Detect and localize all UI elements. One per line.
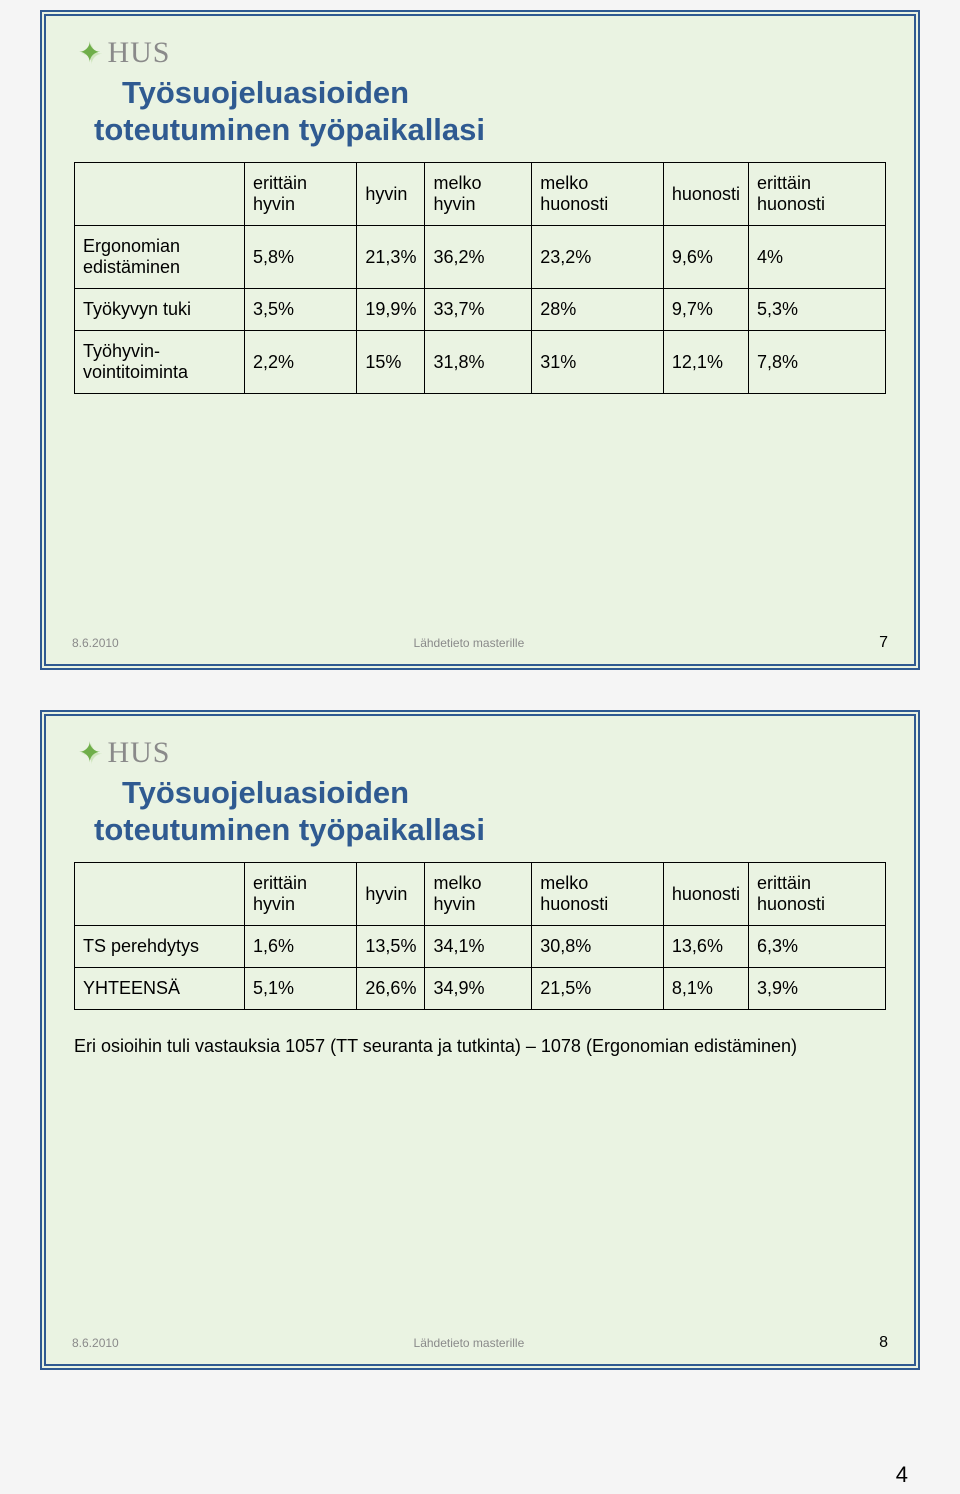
hus-label: HUS bbox=[107, 36, 170, 70]
cell: 9,7% bbox=[663, 289, 748, 331]
cell: 2,2% bbox=[245, 331, 357, 394]
cell: 3,9% bbox=[748, 968, 885, 1010]
slide-footer: 8.6.2010 Lähdetieto masterille 7 bbox=[72, 634, 888, 652]
col-h4: melko huonosti bbox=[532, 163, 664, 226]
cell: 34,9% bbox=[425, 968, 532, 1010]
cell: 33,7% bbox=[425, 289, 532, 331]
row-label: TS perehdytys bbox=[75, 926, 245, 968]
cell: 12,1% bbox=[663, 331, 748, 394]
cell: 7,8% bbox=[748, 331, 885, 394]
cell: 5,1% bbox=[245, 968, 357, 1010]
table-row: Työkyvyn tuki 3,5% 19,9% 33,7% 28% 9,7% … bbox=[75, 289, 886, 331]
cell: 8,1% bbox=[663, 968, 748, 1010]
cell: 21,5% bbox=[532, 968, 664, 1010]
col-h2: hyvin bbox=[357, 163, 425, 226]
data-table-2: erittäin hyvin hyvin melko hyvin melko h… bbox=[74, 862, 886, 1010]
star-icon: ✦ bbox=[78, 739, 101, 767]
cell: 36,2% bbox=[425, 226, 532, 289]
cell: 5,3% bbox=[748, 289, 885, 331]
row-label: Työhyvin-vointitoiminta bbox=[75, 331, 245, 394]
row-label: Ergonomian edistäminen bbox=[75, 226, 245, 289]
col-h2: hyvin bbox=[357, 863, 425, 926]
title-line1: Työsuojeluasioiden bbox=[122, 75, 409, 110]
cell: 6,3% bbox=[748, 926, 885, 968]
cell: 1,6% bbox=[245, 926, 357, 968]
cell: 30,8% bbox=[532, 926, 664, 968]
footer-pagenum: 8 bbox=[879, 1334, 888, 1352]
document-page-number: 4 bbox=[896, 1462, 908, 1488]
col-h5: huonosti bbox=[663, 163, 748, 226]
table-header-row: erittäin hyvin hyvin melko hyvin melko h… bbox=[75, 863, 886, 926]
col-h3: melko hyvin bbox=[425, 863, 532, 926]
cell: 31% bbox=[532, 331, 664, 394]
hus-logo: ✦ HUS bbox=[78, 736, 886, 770]
col-blank bbox=[75, 163, 245, 226]
cell: 28% bbox=[532, 289, 664, 331]
slide-title: Työsuojeluasioiden toteutuminen työpaika… bbox=[122, 74, 886, 148]
table-row: YHTEENSÄ 5,1% 26,6% 34,9% 21,5% 8,1% 3,9… bbox=[75, 968, 886, 1010]
col-h6: erittäin huonosti bbox=[748, 163, 885, 226]
star-icon: ✦ bbox=[78, 39, 101, 67]
col-h4: melko huonosti bbox=[532, 863, 664, 926]
cell: 3,5% bbox=[245, 289, 357, 331]
cell: 15% bbox=[357, 331, 425, 394]
hus-logo: ✦ HUS bbox=[78, 36, 886, 70]
cell: 34,1% bbox=[425, 926, 532, 968]
title-line2: toteutuminen työpaikallasi bbox=[94, 811, 886, 848]
cell: 19,9% bbox=[357, 289, 425, 331]
col-h5: huonosti bbox=[663, 863, 748, 926]
row-label: Työkyvyn tuki bbox=[75, 289, 245, 331]
cell: 23,2% bbox=[532, 226, 664, 289]
table-row: TS perehdytys 1,6% 13,5% 34,1% 30,8% 13,… bbox=[75, 926, 886, 968]
col-h1: erittäin hyvin bbox=[245, 863, 357, 926]
title-line1: Työsuojeluasioiden bbox=[122, 775, 409, 810]
footnote: Eri osioihin tuli vastauksia 1057 (TT se… bbox=[74, 1036, 886, 1057]
hus-label: HUS bbox=[107, 736, 170, 770]
footer-pagenum: 7 bbox=[879, 634, 888, 652]
col-blank bbox=[75, 863, 245, 926]
cell: 5,8% bbox=[245, 226, 357, 289]
row-label: YHTEENSÄ bbox=[75, 968, 245, 1010]
footer-source: Lähdetieto masterille bbox=[59, 636, 879, 650]
table-row: Työhyvin-vointitoiminta 2,2% 15% 31,8% 3… bbox=[75, 331, 886, 394]
slide-footer: 8.6.2010 Lähdetieto masterille 8 bbox=[72, 1334, 888, 1352]
col-h6: erittäin huonosti bbox=[748, 863, 885, 926]
col-h3: melko hyvin bbox=[425, 163, 532, 226]
table-row: Ergonomian edistäminen 5,8% 21,3% 36,2% … bbox=[75, 226, 886, 289]
cell: 31,8% bbox=[425, 331, 532, 394]
slide-1: ✦ HUS Työsuojeluasioiden toteutuminen ty… bbox=[40, 10, 920, 670]
slide-2: ✦ HUS Työsuojeluasioiden toteutuminen ty… bbox=[40, 710, 920, 1370]
title-line2: toteutuminen työpaikallasi bbox=[94, 111, 886, 148]
cell: 13,5% bbox=[357, 926, 425, 968]
cell: 9,6% bbox=[663, 226, 748, 289]
slide-title: Työsuojeluasioiden toteutuminen työpaika… bbox=[122, 774, 886, 848]
cell: 13,6% bbox=[663, 926, 748, 968]
col-h1: erittäin hyvin bbox=[245, 163, 357, 226]
footer-source: Lähdetieto masterille bbox=[59, 1336, 879, 1350]
cell: 26,6% bbox=[357, 968, 425, 1010]
table-header-row: erittäin hyvin hyvin melko hyvin melko h… bbox=[75, 163, 886, 226]
data-table-1: erittäin hyvin hyvin melko hyvin melko h… bbox=[74, 162, 886, 394]
cell: 4% bbox=[748, 226, 885, 289]
cell: 21,3% bbox=[357, 226, 425, 289]
